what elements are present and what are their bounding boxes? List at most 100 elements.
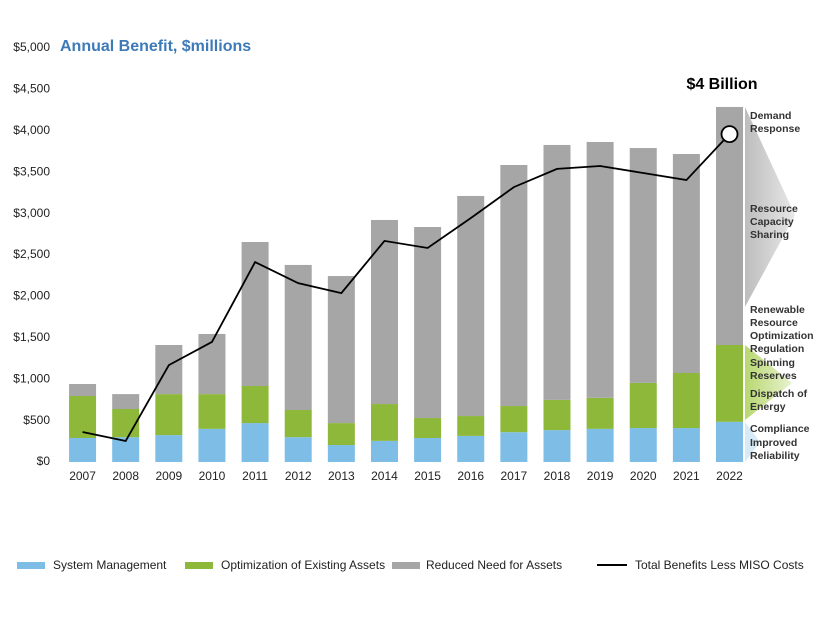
bar-segment — [284, 437, 312, 462]
bar-segment — [414, 418, 442, 438]
x-tick-label: 2019 — [587, 469, 614, 483]
bar-segment — [629, 382, 657, 429]
annotation: Resource — [750, 203, 798, 215]
bar-segment — [241, 385, 269, 424]
x-tick-label: 2013 — [328, 469, 355, 483]
bar-segment — [155, 435, 183, 462]
x-tick-label: 2016 — [457, 469, 484, 483]
bar-segment — [112, 409, 140, 438]
bar-segment — [112, 394, 140, 410]
bar-segment — [370, 404, 398, 441]
bar-segment — [543, 144, 571, 400]
bar-segment — [198, 394, 226, 429]
annotation: $4 Billion — [686, 76, 757, 93]
y-tick-label: $2,000 — [13, 289, 50, 303]
x-tick-label: 2011 — [242, 469, 268, 483]
legend-label: Optimization of Existing Assets — [221, 558, 385, 572]
bar-segment — [716, 106, 744, 346]
x-tick-label: 2009 — [155, 469, 182, 483]
annotation: Dispatch of — [750, 388, 808, 400]
x-tick-label: 2007 — [69, 469, 96, 483]
bar-segment — [198, 428, 226, 462]
annotation: Capacity — [750, 216, 794, 228]
bar-segment — [500, 406, 528, 433]
y-tick-label: $500 — [23, 413, 50, 427]
annotation: Optimization — [750, 330, 814, 342]
bar-segment — [629, 148, 657, 383]
annotation: Spinning — [750, 357, 795, 369]
legend-label: Reduced Need for Assets — [426, 558, 562, 572]
annotation: Resource — [750, 317, 798, 329]
arrow-shape — [745, 345, 792, 420]
chart-title: Annual Benefit, $millions — [60, 38, 251, 55]
bar-segment — [500, 164, 528, 407]
annotation: Renewable — [750, 304, 805, 316]
bar-segment — [586, 428, 614, 462]
legend-label: Total Benefits Less MISO Costs — [635, 558, 804, 572]
bar-segment — [284, 264, 312, 411]
bar-segment — [672, 153, 700, 373]
x-tick-label: 2020 — [630, 469, 657, 483]
y-tick-label: $1,000 — [13, 371, 50, 385]
x-tick-label: 2014 — [371, 469, 398, 483]
legend-swatch — [392, 562, 420, 569]
y-tick-label: $4,000 — [13, 123, 50, 137]
annotation: Response — [750, 123, 800, 135]
bar-segment — [155, 394, 183, 436]
y-tick-label: $4,500 — [13, 82, 50, 96]
bar-segment — [500, 432, 528, 462]
line — [82, 133, 731, 442]
annotation: Reserves — [750, 370, 797, 382]
x-tick-label: 2012 — [285, 469, 312, 483]
arrow-shape — [745, 107, 795, 307]
y-tick-label: $5,000 — [13, 40, 50, 54]
bar-segment — [457, 195, 485, 417]
x-tick-label: 2015 — [414, 469, 441, 483]
legend-swatch — [185, 562, 213, 569]
bar-segment — [629, 428, 657, 462]
x-tick-label: 2008 — [112, 469, 139, 483]
bar-segment — [672, 428, 700, 462]
bar-segment — [543, 430, 571, 462]
annotation: Sharing — [750, 229, 789, 241]
bar-segment — [155, 345, 183, 395]
y-tick-label: $1,500 — [13, 330, 50, 344]
x-tick-label: 2022 — [716, 469, 743, 483]
x-tick-label: 2018 — [544, 469, 571, 483]
annotation: Improved — [750, 437, 797, 449]
bar-segment — [457, 416, 485, 436]
bar-segment — [586, 397, 614, 429]
annotation: Reliability — [750, 450, 800, 462]
bar-segment — [370, 219, 398, 405]
y-tick-label: $2,500 — [13, 247, 50, 261]
bar-segment — [327, 423, 355, 446]
bar-segment — [327, 445, 355, 462]
bar-segment — [69, 384, 97, 397]
bar-segment — [716, 345, 744, 422]
bar-segment — [69, 437, 97, 462]
bar-segment — [716, 421, 744, 462]
annotation: Demand — [750, 110, 791, 122]
annotation: Regulation — [750, 343, 804, 355]
bar-segment — [586, 141, 614, 398]
bar-segment — [543, 399, 571, 431]
y-tick-label: $3,500 — [13, 164, 50, 178]
x-tick-label: 2010 — [199, 469, 226, 483]
y-tick-label: $3,000 — [13, 206, 50, 220]
x-tick-label: 2017 — [501, 469, 528, 483]
legend-swatch — [17, 562, 45, 569]
bar-segment — [284, 410, 312, 438]
line-end-marker — [720, 125, 739, 144]
bar-segment — [370, 440, 398, 462]
legend-label: System Management — [53, 558, 167, 572]
bar-segment — [672, 372, 700, 429]
annotation: Compliance — [750, 423, 810, 435]
bar-segment — [414, 437, 442, 462]
annotation: Energy — [750, 401, 786, 413]
bar-segment — [198, 333, 226, 395]
bar-segment — [457, 435, 485, 462]
arrow-shape — [745, 422, 760, 462]
y-tick-label: $0 — [37, 454, 51, 468]
bar-segment — [241, 423, 269, 462]
